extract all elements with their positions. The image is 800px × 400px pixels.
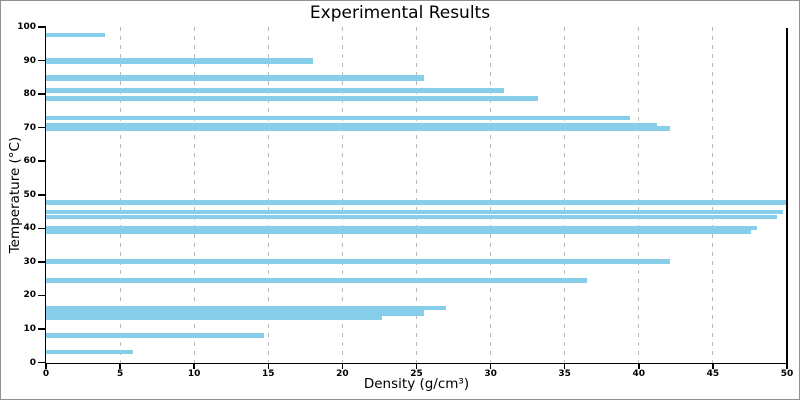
y-tick-label: 30 xyxy=(23,256,36,267)
bar xyxy=(46,214,777,219)
bar xyxy=(46,315,383,320)
y-tick xyxy=(38,26,45,28)
x-tick xyxy=(489,363,492,369)
bar xyxy=(46,115,630,121)
gridline xyxy=(712,27,714,363)
y-tick-label: 0 xyxy=(29,357,36,368)
gridline xyxy=(564,27,566,363)
gridline xyxy=(267,27,269,363)
plot-area xyxy=(46,27,787,363)
gridline xyxy=(119,27,121,363)
x-tick-label: 45 xyxy=(706,369,720,379)
bar xyxy=(46,74,424,81)
y-tick-label: 80 xyxy=(23,89,36,100)
x-tick-label: 40 xyxy=(632,369,646,379)
bar xyxy=(46,87,504,94)
x-tick xyxy=(45,363,47,369)
bar xyxy=(46,349,134,355)
x-tick-label: 10 xyxy=(187,369,201,379)
y-tick-label: 70 xyxy=(23,122,36,133)
x-tick-label: 50 xyxy=(780,369,794,379)
y-tick xyxy=(38,361,45,364)
x-tick xyxy=(563,363,566,369)
gridline xyxy=(638,27,640,363)
bar xyxy=(46,259,670,265)
y-tick-label: 50 xyxy=(23,189,36,200)
y-tick-label: 100 xyxy=(17,22,36,32)
bar xyxy=(46,58,313,64)
x-tick xyxy=(193,363,195,369)
x-tick xyxy=(638,363,640,369)
y-tick-label: 60 xyxy=(23,156,36,167)
bar xyxy=(46,278,587,283)
y-tick xyxy=(38,59,45,62)
gridline xyxy=(416,27,417,363)
x-tick xyxy=(341,363,344,369)
y-axis-spine xyxy=(44,26,46,364)
x-axis-label: Density (g/cm³) xyxy=(363,376,470,392)
y-tick xyxy=(38,294,45,297)
chart-title: Experimental Results xyxy=(309,3,491,23)
x-tick xyxy=(712,363,714,369)
y-tick-label: 10 xyxy=(23,323,36,334)
y-tick xyxy=(38,160,45,162)
x-tick-label: 25 xyxy=(410,369,423,379)
gridline xyxy=(341,27,343,363)
x-tick xyxy=(119,363,121,369)
bar xyxy=(46,209,783,215)
x-tick xyxy=(267,363,270,369)
bar xyxy=(46,125,670,131)
y-tick xyxy=(38,194,45,196)
bar xyxy=(46,33,106,38)
bar xyxy=(46,229,752,235)
y-tick xyxy=(38,261,45,263)
bar xyxy=(46,332,264,338)
x-tick-label: 20 xyxy=(336,369,349,379)
bar xyxy=(46,95,539,102)
y-tick-label: 40 xyxy=(23,223,36,234)
x-tick-label: 35 xyxy=(558,369,571,379)
x-tick-label: 15 xyxy=(262,369,275,379)
y-tick-label: 90 xyxy=(23,55,36,66)
x-axis-spine xyxy=(44,362,788,364)
y-tick-label: 20 xyxy=(23,290,36,301)
x-tick-label: 30 xyxy=(484,369,497,379)
bar xyxy=(46,306,447,311)
gridline xyxy=(490,27,492,363)
x-tick xyxy=(415,363,418,369)
y-tick xyxy=(38,227,45,230)
y-tick xyxy=(38,328,45,330)
y-tick xyxy=(38,126,45,129)
x-tick-label: 0 xyxy=(42,369,50,379)
bar xyxy=(46,309,424,316)
bar xyxy=(46,200,787,206)
right-spine xyxy=(786,28,788,364)
x-tick xyxy=(786,363,788,369)
bar xyxy=(46,225,758,230)
bar xyxy=(46,123,657,128)
y-tick xyxy=(38,93,45,95)
gridline xyxy=(193,27,195,363)
x-tick-label: 5 xyxy=(116,369,124,379)
